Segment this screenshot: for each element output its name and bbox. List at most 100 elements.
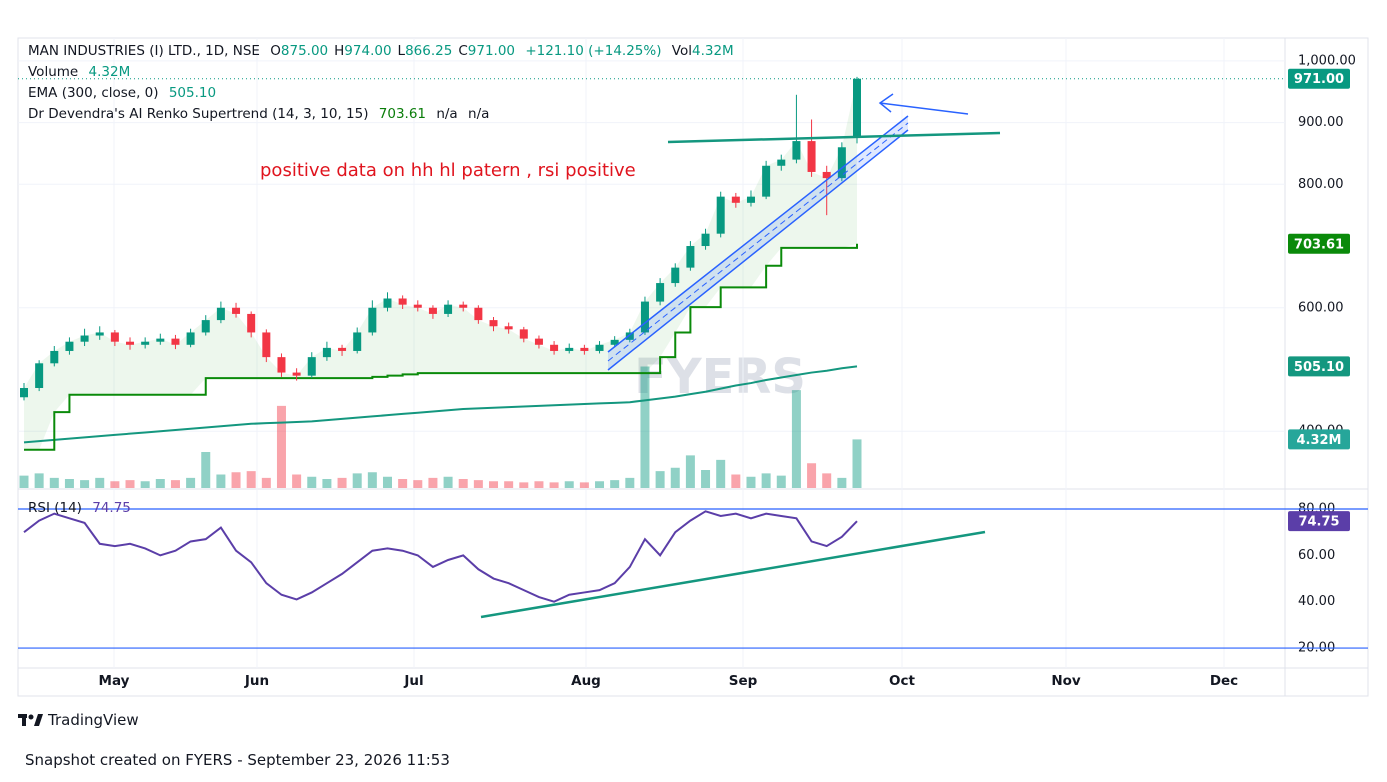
candle-body (716, 196, 725, 234)
volume-bar (428, 477, 438, 488)
candle-body (792, 141, 801, 160)
supertrend-line (24, 243, 858, 451)
x-tick-label: Sep (729, 673, 758, 689)
volume-bar (110, 481, 120, 488)
legend-extra: n/a (468, 106, 490, 122)
volume-bar (822, 473, 832, 488)
legend-rsi: RSI (14) 74.75 (28, 500, 131, 516)
candle-body (156, 338, 165, 342)
candle-body (50, 350, 59, 364)
volume-bar (201, 452, 211, 488)
volume-bar (292, 474, 302, 488)
arrow-shaft (879, 102, 969, 115)
candle-body (837, 147, 846, 179)
change: +121.10 (+14.25%) (525, 43, 662, 59)
candle-body (186, 332, 195, 345)
field-value: 875.00 (280, 43, 329, 59)
x-tick-label: May (99, 673, 130, 689)
y-tick-label: 600.00 (1298, 300, 1344, 315)
legend-value: 74.75 (92, 500, 131, 516)
x-tick-label: Aug (571, 673, 601, 689)
volume-bar (307, 476, 317, 488)
candle-body (701, 233, 710, 247)
candle-body (610, 339, 619, 345)
candle-body (398, 298, 407, 305)
field-value: 971.00 (467, 43, 516, 59)
candle-body (746, 196, 755, 203)
volume-bar (655, 471, 665, 488)
candle-body (368, 307, 377, 333)
volume-bar (19, 475, 29, 488)
field-value: 866.25 (405, 43, 453, 59)
x-tick-label: Jun (244, 673, 269, 689)
logo-part (34, 714, 43, 726)
volume-bar (95, 477, 105, 488)
volume-bar (337, 477, 347, 488)
volume-bar (352, 473, 362, 488)
candle-body (338, 347, 347, 351)
volume-bar (398, 479, 408, 488)
candle-body (262, 332, 271, 358)
candle-body (292, 372, 301, 376)
candle-body (807, 141, 816, 172)
candle-body (534, 338, 543, 345)
candle-body (489, 320, 498, 327)
candle-body (731, 196, 740, 203)
price-badge-bg (1288, 68, 1350, 89)
volume-bar (170, 480, 180, 488)
vol-value: 4.32M (691, 43, 734, 59)
candle-body (640, 301, 649, 333)
candle-body (762, 165, 771, 197)
volume-bar (519, 482, 529, 488)
ohlc: O875.00 H974.00 L866.25 C971.00 (264, 43, 515, 59)
candle-body (110, 332, 119, 342)
volume-bar (125, 480, 135, 488)
plot-layer: 1,000.00900.00800.00600.00400.0080.0060.… (18, 38, 1368, 689)
candle-body (686, 246, 695, 268)
volume-bar (761, 473, 771, 488)
rsi-badge: 74.75 (1298, 515, 1339, 530)
legend-value: 4.32M (88, 64, 131, 80)
volume-bar (489, 481, 499, 488)
legend-volume: Volume 4.32M (28, 64, 130, 80)
legend-name: RSI (14) (28, 500, 82, 516)
logo-part (28, 714, 34, 720)
volume-badge-bg (1288, 429, 1350, 450)
arrow-head (878, 93, 894, 113)
candle-body (474, 307, 483, 321)
volume-bar (791, 390, 801, 488)
candle-body (565, 347, 574, 351)
volume-bar (34, 473, 44, 488)
ema-badge: 505.10 (1294, 360, 1344, 375)
volume-bar (473, 480, 483, 488)
volume-bar (701, 470, 711, 488)
field-value: 974.00 (344, 43, 392, 59)
x-tick-label: Jul (403, 673, 423, 689)
volume-bar (140, 481, 150, 488)
candle-body (822, 171, 831, 179)
y-tick-label: 1,000.00 (1298, 53, 1356, 68)
brand: TradingView (48, 711, 139, 729)
candle-body (307, 357, 316, 376)
candle-body (322, 347, 331, 358)
legend-name: Dr Devendra's AI Renko Supertrend (14, 3… (28, 106, 369, 122)
supertrend-badge-bg (1288, 233, 1350, 254)
candle-body (777, 159, 786, 166)
candle-body (35, 363, 44, 388)
field-label: C (458, 43, 468, 59)
volume-bar (731, 474, 741, 488)
volume-bar (443, 476, 453, 488)
volume-bar (80, 480, 90, 488)
candle-body (671, 267, 680, 284)
volume-bar (625, 477, 635, 488)
rsi-tick-label: 40.00 (1298, 594, 1335, 609)
volume-bar (231, 472, 241, 488)
rsi-tick-label: 60.00 (1298, 548, 1335, 563)
candle-body (459, 304, 468, 308)
volume-bar (595, 481, 605, 488)
volume-bar (852, 439, 862, 488)
legend-value: 703.61 (378, 106, 427, 122)
volume-bar (640, 366, 650, 488)
watermark: FYERS (634, 349, 806, 405)
